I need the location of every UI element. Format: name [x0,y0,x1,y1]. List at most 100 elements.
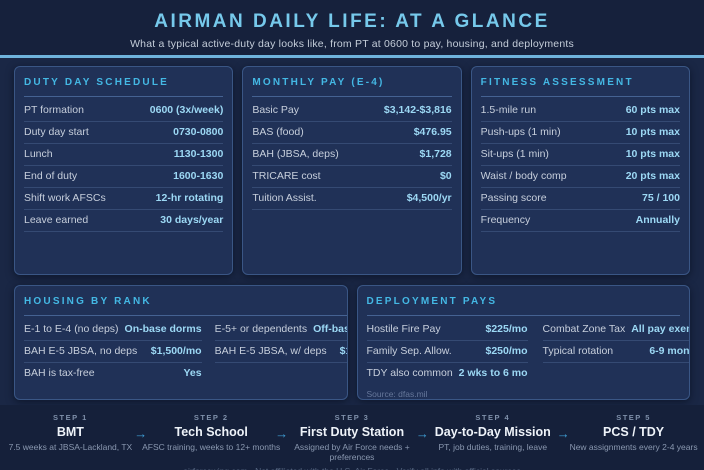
step-description: 7.5 weeks at JBSA-Lackland, TX [8,442,133,452]
card-duty-day-schedule: DUTY DAY SCHEDULE PT formation 0600 (3x/… [14,66,234,275]
table-row: Hostile Fire Pay $225/mo [366,319,528,341]
table-row: Push-ups (1 min) 10 pts max [480,122,680,144]
step-label: STEP 2 [193,413,229,422]
card-deployment-pays: DEPLOYMENT PAYS Hostile Fire Pay $225/mo… [356,285,690,400]
arrow-right-icon: → [275,426,289,441]
table-row: E-5+ or dependents Off-base + BAH [214,319,347,341]
footer-disclaimer: airforcewing.com · Not affiliated with t… [0,466,704,470]
row-label: BAS (food) [252,126,304,138]
deployment-right-column: Combat Zone Tax All pay exempt Typical r… [542,319,690,399]
step-label: STEP 3 [334,413,370,422]
row-label: Lunch [24,148,53,160]
page-subtitle: What a typical active-duty day looks lik… [130,38,574,50]
card-title: DEPLOYMENT PAYS [366,296,498,307]
row-value: 10 pts max [625,148,680,160]
housing-left-column: E-1 to E-4 (no deps) On-base dorms BAH E… [24,319,202,384]
title-underline [252,96,452,97]
table-row: Waist / body comp 20 pts max [480,166,680,188]
step-title: BMT [56,425,84,439]
row-label: Sit-ups (1 min) [480,148,549,160]
step-title: PCS / TDY [603,425,665,439]
card-title: DUTY DAY SCHEDULE [24,77,170,88]
row-value: $3,142-$3,816 [383,104,452,116]
row-value: 6-9 months [649,345,690,357]
table-row: E-1 to E-4 (no deps) On-base dorms [24,319,202,341]
card-title: HOUSING BY RANK [24,296,152,307]
row-label: E-5+ or dependents [214,323,308,335]
deployment-columns: Hostile Fire Pay $225/mo Family Sep. All… [366,319,690,399]
enlistment-steps: STEP 1 BMT 7.5 weeks at JBSA-Lackland, T… [0,413,704,462]
row-value: $1,728 [419,148,452,160]
table-row: Sit-ups (1 min) 10 pts max [480,144,680,166]
row-value: 2 wks to 6 mo [458,367,528,379]
row-value: $0 [439,170,452,182]
row-value: On-base dorms [124,323,202,335]
row-value: Annually [635,214,680,226]
row-label: E-1 to E-4 (no deps) [24,323,119,335]
table-row: Lunch 1130-1300 [24,144,224,166]
row-label: TDY also common [366,367,453,379]
step-item-day-to-day-mission: STEP 4 Day-to-Day Mission PT, job duties… [422,413,563,462]
step-title: First Duty Station [299,425,405,439]
table-row: Combat Zone Tax All pay exempt [542,319,690,341]
row-label: 1.5-mile run [480,104,537,116]
card-fitness-assessment: FITNESS ASSESSMENT 1.5-mile run 60 pts m… [470,66,690,275]
row-label: Waist / body comp [480,170,567,182]
row-value: 75 / 100 [642,192,680,204]
row-label: Passing score [480,192,547,204]
table-row: BAH is tax-free Yes [24,363,202,384]
row-label: PT formation [24,104,84,116]
table-row: Tuition Assist. $4,500/yr [252,188,452,210]
source-note: Source: dfas.mil [366,389,428,399]
arrow-right-icon: → [415,426,429,441]
table-row: Frequency Annually [480,210,680,232]
row-label: BAH E-5 JBSA, no deps [24,345,138,357]
row-label: Typical rotation [542,345,614,357]
table-row: Shift work AFSCs 12-hr rotating [24,188,224,210]
housing-columns: E-1 to E-4 (no deps) On-base dorms BAH E… [24,319,347,384]
row-label: Push-ups (1 min) [480,126,561,138]
table-row: Leave earned 30 days/year [24,210,224,232]
title-underline [24,315,347,316]
title-underline [24,96,224,97]
title-underline [480,96,680,97]
row-value: 60 pts max [625,104,680,116]
row-value: $476.95 [413,126,452,138]
arrow-right-icon: → [556,426,570,441]
bottom-card-row: HOUSING BY RANK E-1 to E-4 (no deps) On-… [14,285,690,400]
row-value: 1130-1300 [173,148,224,160]
step-item-bmt: STEP 1 BMT 7.5 weeks at JBSA-Lackland, T… [0,413,141,462]
table-row: End of duty 1600-1630 [24,166,224,188]
row-value: 30 days/year [160,214,224,226]
step-description: Assigned by Air Force needs + preference… [294,442,410,462]
table-row: 1.5-mile run 60 pts max [480,100,680,122]
step-description: AFSC training, weeks to 12+ months [142,442,281,452]
table-row: BAH E-5 JBSA, w/ deps $1,869/mo [214,341,347,363]
row-value: 0600 (3x/week) [149,104,224,116]
title-underline [366,315,680,316]
step-label: STEP 4 [475,413,511,422]
card-title: MONTHLY PAY (E-4) [252,77,385,88]
step-description: PT, job duties, training, leave [438,442,548,452]
step-description: New assignments every 2-4 years [569,442,698,452]
row-label: Frequency [480,214,531,226]
step-item-tech-school: STEP 2 Tech School AFSC training, weeks … [141,413,282,462]
row-label: Hostile Fire Pay [366,323,441,335]
step-label: STEP 5 [616,413,651,422]
row-label: BAH E-5 JBSA, w/ deps [214,345,327,357]
housing-right-column: E-5+ or dependents Off-base + BAH BAH E-… [214,319,347,384]
row-label: Tuition Assist. [252,192,317,204]
row-value: $250/mo [485,345,528,357]
table-row: Basic Pay $3,142-$3,816 [252,100,452,122]
row-value: Off-base + BAH [313,323,346,335]
table-row: TDY also common 2 wks to 6 mo [367,363,528,384]
deployment-left-column: Hostile Fire Pay $225/mo Family Sep. All… [366,319,528,399]
row-value: 12-hr rotating [155,192,224,204]
page-title: AIRMAN DAILY LIFE: AT A GLANCE [154,11,550,32]
row-label: Family Sep. Allow. [366,345,452,357]
step-title: Day-to-Day Mission [434,425,551,439]
row-value: Yes [183,367,202,379]
step-item-pcs-tdy: STEP 5 PCS / TDY New assignments every 2… [563,413,704,462]
row-label: TRICARE cost [252,170,321,182]
